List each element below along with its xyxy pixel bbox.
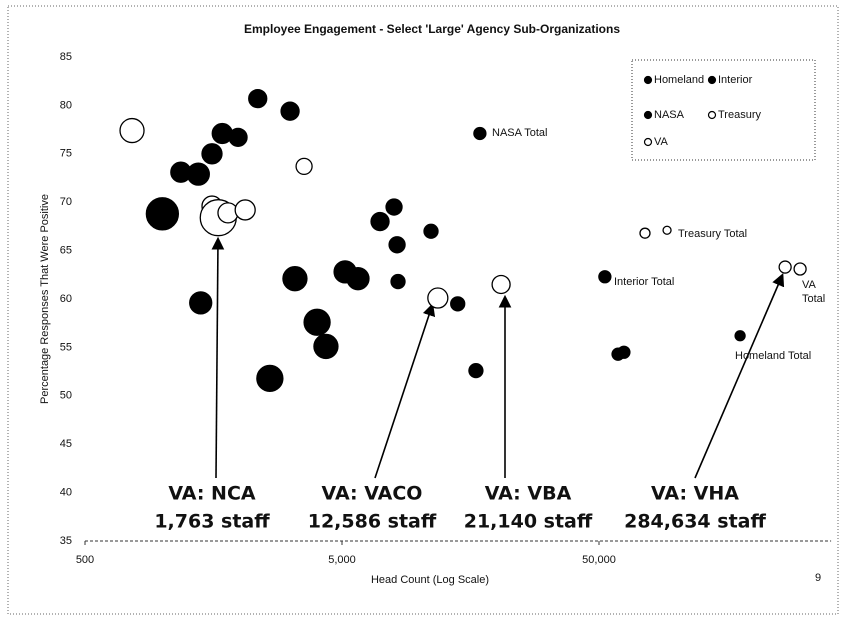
bubble <box>201 143 223 165</box>
annotation: VA <box>802 279 817 291</box>
bubble <box>617 345 631 359</box>
bubble <box>346 267 370 291</box>
x-tick-label: 5,000 <box>328 554 356 566</box>
bubble <box>119 117 145 144</box>
y-axis-label: Percentage Responses That Were Positive <box>39 194 51 404</box>
bubble <box>390 273 406 290</box>
bubble <box>282 266 308 292</box>
bubble <box>473 126 487 141</box>
callout-staff: 12,586 staff <box>308 511 437 533</box>
bubble <box>234 199 256 221</box>
callout-staff: 284,634 staff <box>624 511 766 533</box>
annotation: Total <box>802 293 825 305</box>
bubble <box>228 127 248 147</box>
bubble <box>734 330 746 342</box>
bubble <box>427 287 449 309</box>
legend-label: VA <box>654 136 669 148</box>
arrows <box>211 236 785 479</box>
callout-name: VA: VBA <box>485 483 572 505</box>
bubble <box>189 291 213 315</box>
legend-label: Interior <box>718 74 753 86</box>
callout-name: VA: VACO <box>322 483 423 505</box>
bubble <box>598 270 612 284</box>
callout-staff: 21,140 staff <box>464 511 593 533</box>
bubble <box>280 101 300 121</box>
bubble <box>793 262 807 276</box>
y-tick-label: 55 <box>60 341 72 353</box>
y-tick-label: 45 <box>60 438 72 450</box>
bubble <box>248 88 268 109</box>
bubble <box>370 211 390 232</box>
bubble <box>186 162 210 186</box>
y-tick-label: 75 <box>60 148 72 160</box>
y-tick-label: 85 <box>60 51 72 63</box>
legend-marker <box>643 137 653 147</box>
chart-title: Employee Engagement - Select 'Large' Age… <box>244 22 620 36</box>
legend-box <box>631 59 816 161</box>
legend-label: Treasury <box>718 109 761 121</box>
callout-name: VA: VHA <box>651 483 739 505</box>
bubble <box>145 197 180 231</box>
bubble <box>256 364 284 393</box>
x-axis-label: Head Count (Log Scale) <box>371 574 489 586</box>
legend-marker <box>643 75 653 85</box>
legend-marker <box>643 110 653 120</box>
bubble <box>639 227 651 239</box>
bubble <box>423 223 439 239</box>
bubble <box>662 225 672 235</box>
bubble <box>303 308 331 336</box>
annotation: NASA Total <box>492 127 547 139</box>
y-tick-label: 70 <box>60 196 72 208</box>
callout-staff: 1,763 staff <box>154 511 270 533</box>
legend-marker <box>707 75 717 85</box>
legend-label: NASA <box>654 109 685 121</box>
annotation: Interior Total <box>614 276 674 288</box>
bubble <box>778 260 792 274</box>
bubble <box>388 236 406 254</box>
page-number: 9 <box>815 572 821 584</box>
bubble <box>313 333 339 360</box>
y-tick-label: 60 <box>60 293 72 305</box>
y-tick-label: 80 <box>60 99 72 111</box>
annotation: Homeland Total <box>735 350 811 362</box>
y-tick-label: 50 <box>60 390 72 402</box>
bubble <box>468 362 484 379</box>
legend-label: Homeland <box>654 74 704 86</box>
annotation: Treasury Total <box>678 228 747 240</box>
legend-marker <box>707 110 717 120</box>
bubble <box>491 274 511 295</box>
bubble <box>295 157 313 176</box>
y-tick-label: 65 <box>60 245 72 257</box>
y-tick-label: 40 <box>60 487 72 499</box>
x-tick-label: 500 <box>76 554 94 566</box>
x-tick-label: 50,000 <box>582 554 616 566</box>
callout-name: VA: NCA <box>168 483 256 505</box>
frame <box>7 5 839 615</box>
bubble <box>385 198 403 216</box>
y-tick-label: 35 <box>60 535 72 547</box>
bubble <box>450 296 466 312</box>
